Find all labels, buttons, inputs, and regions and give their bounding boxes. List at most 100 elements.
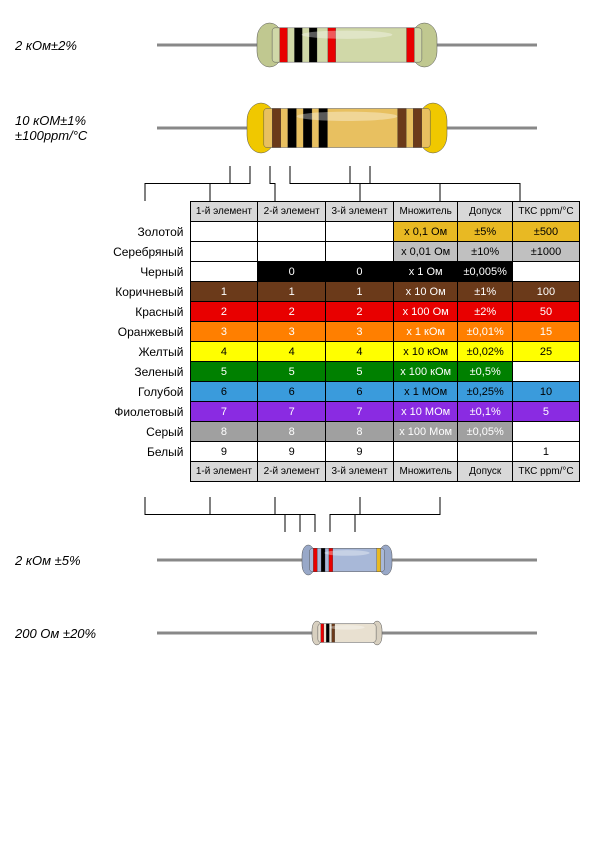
cell-tcr: 25 xyxy=(512,342,579,362)
cell-tol: ±0,02% xyxy=(458,342,513,362)
resistor-3-row: 2 кОм ±5% xyxy=(10,542,584,578)
thb-c3: 3-й элемент xyxy=(326,462,394,482)
cell-mul: x 1 МОм xyxy=(393,382,458,402)
table-row-orange: Оранжевый333x 1 кОм±0,01%15 xyxy=(100,322,580,342)
row-label: Желтый xyxy=(100,342,190,362)
cell-d3: 4 xyxy=(326,342,394,362)
cell-mul: x 1 кОм xyxy=(393,322,458,342)
resistor-4-svg xyxy=(110,618,584,648)
table-row-red: Красный222x 100 Ом±2%50 xyxy=(100,302,580,322)
resistor-color-code-diagram: 2 кОм±2% 10 кОМ±1% ±100ppm/°C 1-й элемен… xyxy=(0,0,594,668)
cell-d2: 5 xyxy=(258,362,326,382)
cell-d1 xyxy=(190,222,258,242)
row-label: Фиолетовый xyxy=(100,402,190,422)
row-label: Серебряный xyxy=(100,242,190,262)
th-c4: Множитель xyxy=(393,202,458,222)
cell-tcr: 15 xyxy=(512,322,579,342)
cell-tcr: 10 xyxy=(512,382,579,402)
resistor-4-label: 200 Ом ±20% xyxy=(10,626,110,641)
table-row-violet: Фиолетовый777x 10 МОм±0,1%5 xyxy=(100,402,580,422)
th-c1: 1-й элемент xyxy=(190,202,258,222)
cell-d3: 9 xyxy=(326,442,394,462)
cell-mul: x 1 Ом xyxy=(393,262,458,282)
cell-tol xyxy=(458,442,513,462)
cell-tol: ±2% xyxy=(458,302,513,322)
cell-d2: 9 xyxy=(258,442,326,462)
table-row-silver: Серебряныйx 0,01 Ом±10%±1000 xyxy=(100,242,580,262)
cell-d2: 1 xyxy=(258,282,326,302)
cell-mul: x 100 Мом xyxy=(393,422,458,442)
th-c2: 2-й элемент xyxy=(258,202,326,222)
cell-tol: ±0,05% xyxy=(458,422,513,442)
table-row-white: Белый9991 xyxy=(100,442,580,462)
cell-d3: 0 xyxy=(326,262,394,282)
resistor-4-row: 200 Ом ±20% xyxy=(10,618,584,648)
cell-tol: ±0,01% xyxy=(458,322,513,342)
color-code-table: 1-й элемент 2-й элемент 3-й элемент Множ… xyxy=(100,201,580,482)
resistor-2-row: 10 кОМ±1% ±100ppm/°C xyxy=(10,100,584,156)
thb-c6: ТКС ppm/°C xyxy=(512,462,579,482)
table-row-brown: Коричневый111x 10 Ом±1%100 xyxy=(100,282,580,302)
table-row-black: Черный00x 1 Ом±0,005% xyxy=(100,262,580,282)
row-label: Серый xyxy=(100,422,190,442)
cell-d2 xyxy=(258,242,326,262)
connector-top xyxy=(10,80,584,90)
cell-d2: 6 xyxy=(258,382,326,402)
cell-mul: x 10 МОм xyxy=(393,402,458,422)
cell-tol: ±10% xyxy=(458,242,513,262)
thb-c4: Множитель xyxy=(393,462,458,482)
cell-mul: x 10 Ом xyxy=(393,282,458,302)
row-label: Золотой xyxy=(100,222,190,242)
cell-tcr: 1 xyxy=(512,442,579,462)
resistor-2-label: 10 кОМ±1% ±100ppm/°C xyxy=(10,113,110,143)
cell-d1: 8 xyxy=(190,422,258,442)
header-row-bottom: 1-й элемент 2-й элемент 3-й элемент Множ… xyxy=(100,462,580,482)
cell-mul xyxy=(393,442,458,462)
table-row-yellow: Желтый444x 10 кОм±0,02%25 xyxy=(100,342,580,362)
cell-tcr xyxy=(512,262,579,282)
connector-table-r3 xyxy=(10,497,584,532)
resistor-3-label: 2 кОм ±5% xyxy=(10,553,110,568)
cell-d1: 5 xyxy=(190,362,258,382)
resistor-3-svg xyxy=(110,542,584,578)
cell-tcr: 5 xyxy=(512,402,579,422)
cell-d2: 8 xyxy=(258,422,326,442)
cell-tcr: 50 xyxy=(512,302,579,322)
cell-d3: 2 xyxy=(326,302,394,322)
resistor-1-label: 2 кОм±2% xyxy=(10,38,110,53)
cell-tcr: ±500 xyxy=(512,222,579,242)
cell-d3: 3 xyxy=(326,322,394,342)
th-c3: 3-й элемент xyxy=(326,202,394,222)
cell-d2: 2 xyxy=(258,302,326,322)
table-row-blue: Голубой666x 1 МОм±0,25%10 xyxy=(100,382,580,402)
cell-d3: 7 xyxy=(326,402,394,422)
th-c6: ТКС ppm/°C xyxy=(512,202,579,222)
cell-d1: 9 xyxy=(190,442,258,462)
cell-d1: 7 xyxy=(190,402,258,422)
cell-d1: 4 xyxy=(190,342,258,362)
row-label: Зеленый xyxy=(100,362,190,382)
cell-d1: 1 xyxy=(190,282,258,302)
connector-r2-table xyxy=(10,166,584,201)
cell-tol: ±0,25% xyxy=(458,382,513,402)
cell-d3 xyxy=(326,242,394,262)
cell-mul: x 0,1 Ом xyxy=(393,222,458,242)
th-c5: Допуск xyxy=(458,202,513,222)
cell-tcr xyxy=(512,422,579,442)
cell-d3 xyxy=(326,222,394,242)
cell-tol: ±0,5% xyxy=(458,362,513,382)
cell-tol: ±1% xyxy=(458,282,513,302)
cell-d2: 3 xyxy=(258,322,326,342)
cell-tcr: ±1000 xyxy=(512,242,579,262)
cell-mul: x 10 кОм xyxy=(393,342,458,362)
cell-tcr xyxy=(512,362,579,382)
cell-d2: 0 xyxy=(258,262,326,282)
thb-c2: 2-й элемент xyxy=(258,462,326,482)
cell-d3: 6 xyxy=(326,382,394,402)
cell-d3: 1 xyxy=(326,282,394,302)
cell-d3: 8 xyxy=(326,422,394,442)
thb-c1: 1-й элемент xyxy=(190,462,258,482)
row-label: Голубой xyxy=(100,382,190,402)
cell-d1: 2 xyxy=(190,302,258,322)
cell-d1 xyxy=(190,242,258,262)
